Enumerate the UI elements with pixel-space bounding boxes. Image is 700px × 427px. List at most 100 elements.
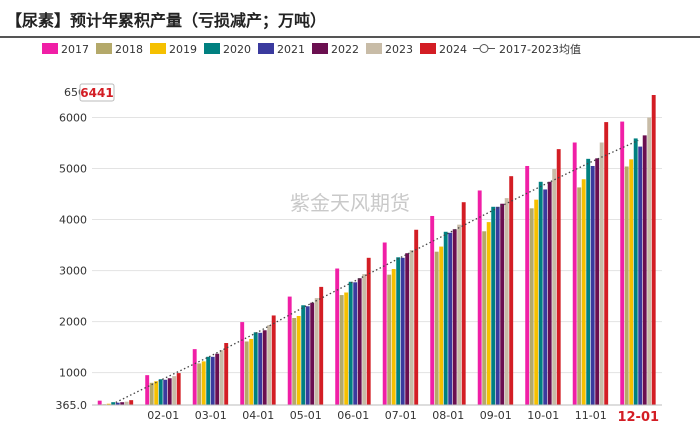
bar-2023-11-01 — [599, 142, 604, 405]
bar-2019-12-01 — [629, 159, 634, 405]
bar-2024-12-01 — [651, 95, 656, 405]
bar-2024-06-01 — [366, 257, 371, 405]
y-tick-label-1000: 1000 — [59, 367, 87, 380]
bar-2017-06-01 — [335, 268, 340, 405]
bar-2020-04-01 — [253, 332, 258, 405]
bar-2018-09-01 — [482, 231, 487, 405]
bar-2017-11-01 — [572, 142, 577, 405]
x-tick-label-04-01: 04-01 — [242, 409, 274, 422]
bar-2021-10-01 — [543, 189, 548, 405]
bar-2022-07-01 — [405, 253, 410, 405]
bar-2023-12-01 — [647, 117, 652, 405]
x-tick-label-08-01: 08-01 — [432, 409, 464, 422]
bar-2024-04-01 — [271, 315, 276, 405]
y-tick-label-3000: 3000 — [59, 265, 87, 278]
bar-2022-01-01 — [120, 402, 125, 405]
title-bar: 【尿素】预计年累积产量（亏损减产；万吨） — [0, 0, 700, 36]
legend-label-2022: 2022 — [331, 43, 359, 56]
bar-2018-02-01 — [149, 382, 154, 405]
bar-2023-05-01 — [314, 298, 319, 405]
bar-2021-09-01 — [495, 206, 500, 405]
x-tick-label-07-01: 07-01 — [385, 409, 417, 422]
bar-2023-08-01 — [457, 224, 462, 405]
y-tick-label-4000: 4000 — [59, 214, 87, 227]
bar-2017-10-01 — [525, 165, 530, 405]
bar-2017-08-01 — [430, 215, 435, 405]
bar-2022-08-01 — [452, 229, 457, 405]
x-tick-label-10-01: 10-01 — [527, 409, 559, 422]
bar-2017-09-01 — [477, 190, 482, 405]
bar-2023-04-01 — [267, 325, 272, 405]
bar-2020-11-01 — [586, 158, 591, 405]
x-tick-label-11-01: 11-01 — [575, 409, 607, 422]
bar-2024-10-01 — [556, 149, 561, 405]
bar-2017-07-01 — [382, 242, 387, 405]
callout-value: 6441 — [80, 86, 113, 100]
legend-label-2021: 2021 — [277, 43, 305, 56]
bar-2019-02-01 — [154, 381, 159, 405]
bar-2024-05-01 — [319, 286, 324, 405]
bar-2022-03-01 — [215, 353, 220, 405]
bar-2021-04-01 — [258, 332, 263, 405]
legend-swatch-2020 — [204, 43, 220, 54]
bar-2022-05-01 — [310, 302, 315, 405]
watermark: 紫金天风期货 — [290, 191, 410, 215]
bar-2017-01-01 — [97, 400, 102, 405]
bar-2017-12-01 — [620, 121, 625, 405]
bar-2018-10-01 — [529, 208, 534, 405]
bar-2018-06-01 — [339, 295, 344, 405]
chart-title: 【尿素】预计年累积产量（亏损减产；万吨） — [6, 11, 327, 30]
bar-2022-06-01 — [357, 278, 362, 405]
bar-2021-11-01 — [590, 165, 595, 405]
bar-2019-06-01 — [344, 292, 349, 405]
bar-2024-01-01 — [129, 400, 134, 405]
x-axis: 02-01 03-01 04-01 05-01 06-01 07-01 08-01 09-01… — [92, 404, 662, 425]
bar-2022-11-01 — [595, 158, 600, 405]
bar-2019-07-01 — [391, 269, 396, 405]
bar-2021-07-01 — [400, 257, 405, 405]
bar-2018-05-01 — [292, 318, 297, 405]
bar-2020-12-01 — [633, 138, 638, 405]
legend: 2017 2018 2019 2020 2021 2022 2023 2024 2017-202… — [42, 43, 581, 56]
bar-2023-06-01 — [362, 274, 367, 405]
bar-2022-04-01 — [262, 330, 267, 405]
grid — [92, 117, 662, 374]
x-tick-label-02-01: 02-01 — [147, 409, 179, 422]
bar-2018-12-01 — [624, 166, 629, 405]
y-tick-label-2000: 2000 — [59, 316, 87, 329]
legend-swatch-2023 — [366, 43, 382, 54]
average-line — [115, 139, 639, 404]
x-tick-label-05-01: 05-01 — [290, 409, 322, 422]
bar-2023-03-01 — [219, 350, 224, 405]
legend-swatch-2018 — [96, 43, 112, 54]
bar-2020-09-01 — [491, 206, 496, 405]
y-tick-label-min: 365.0 — [56, 399, 88, 412]
bar-2019-10-01 — [534, 199, 539, 405]
bar-2022-02-01 — [167, 378, 172, 405]
bar-2021-08-01 — [448, 232, 453, 405]
bar-2024-03-01 — [224, 343, 229, 405]
bar-2019-09-01 — [486, 222, 491, 405]
bar-2020-01-01 — [111, 402, 116, 405]
x-tick-label-06-01: 06-01 — [337, 409, 369, 422]
bar-2018-11-01 — [577, 187, 582, 405]
bar-2024-09-01 — [509, 176, 514, 405]
legend-label-2019: 2019 — [169, 43, 197, 56]
bar-2017-04-01 — [240, 322, 245, 405]
bar-2019-04-01 — [249, 338, 254, 405]
legend-swatch-2017 — [42, 43, 58, 54]
bar-2018-03-01 — [197, 363, 202, 405]
bar-2019-08-01 — [439, 246, 444, 405]
bar-2019-03-01 — [201, 361, 206, 405]
bar-2019-01-01 — [106, 403, 111, 405]
bar-2021-12-01 — [638, 146, 643, 405]
y-tick-label-6000: 6000 — [59, 112, 87, 125]
bars — [97, 95, 656, 405]
legend-label-2024: 2024 — [439, 43, 467, 56]
legend-label-average: 2017-2023均值 — [499, 43, 581, 56]
bar-2023-10-01 — [552, 169, 557, 405]
legend-swatch-2021 — [258, 43, 274, 54]
bar-2021-06-01 — [353, 282, 358, 405]
legend-label-2017: 2017 — [61, 43, 89, 56]
